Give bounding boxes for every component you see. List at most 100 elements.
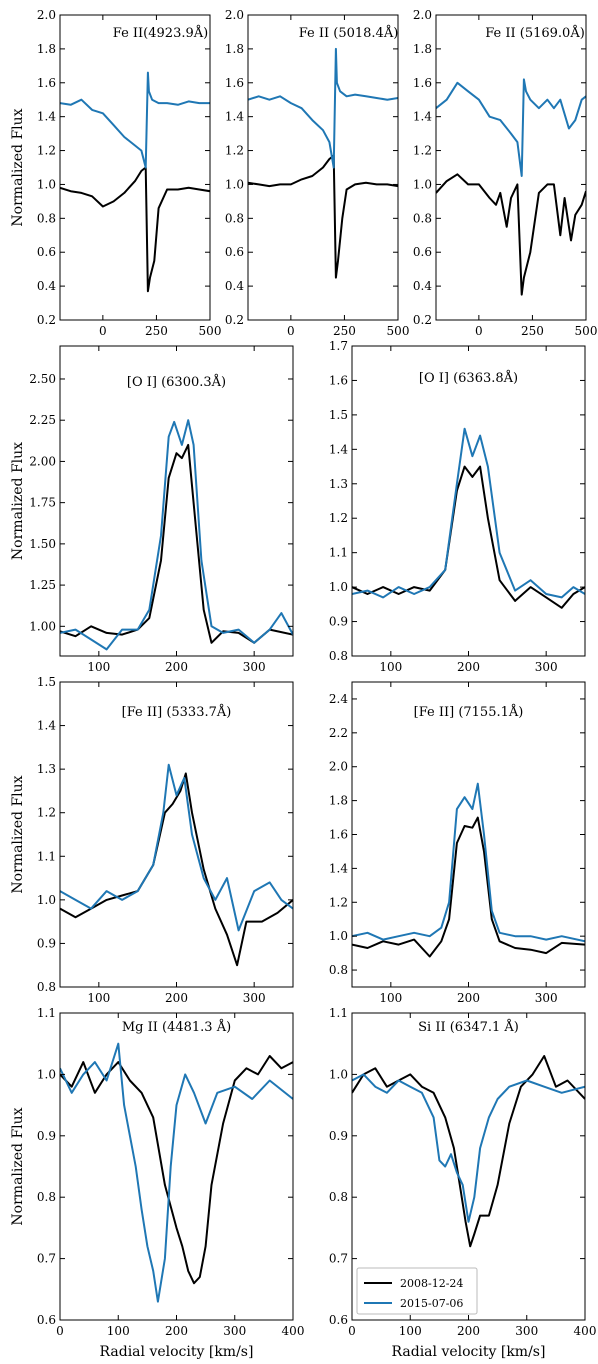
legend: 2008-12-24 2015-07-06 [356,1267,478,1315]
legend-label: 2015-07-06 [400,1297,463,1310]
y-tick-label: 2.25 [29,413,56,427]
y-tick-label: 1.6 [37,76,56,90]
y-tick-label: 1.1 [37,849,56,863]
y-tick-label: 2.0 [329,760,348,774]
y-tick-label: 1.50 [29,537,56,551]
y-tick-label: 1.0 [329,929,348,943]
y-tick-label: 0.8 [37,1190,56,1204]
y-tick-label: 1.0 [37,177,56,191]
panel-title: [O I] (6300.3Å) [127,374,226,390]
series-line-2008-12-24 [60,443,293,644]
y-tick-label: 1.8 [329,794,348,808]
y-tick-label: 0.8 [37,980,56,994]
panel-title: Si II (6347.1 Å) [418,1019,519,1035]
y-axis-label: Normalized Flux [10,108,26,226]
y-tick-label: 1.1 [329,546,348,560]
y-tick-label: 1.1 [37,1006,56,1020]
y-tick-label: 0.9 [329,615,348,629]
y-tick-label: 1.0 [37,893,56,907]
axes-frame [351,345,586,657]
y-tick-label: 1.0 [413,177,432,191]
series-line-2015-07-06 [248,47,398,169]
y-tick-label: 0.4 [225,279,244,293]
y-tick-label: 0.9 [37,1129,56,1143]
legend-label: 2008-12-24 [400,1277,463,1290]
axes-frame [247,14,399,321]
y-tick-label: 0.8 [413,211,432,225]
y-tick-label: 1.4 [329,861,348,875]
x-tick-label: 0 [56,1324,64,1338]
x-axis-label: Radial velocity [km/s] [392,1344,546,1360]
x-tick-label: 400 [574,1324,597,1338]
y-tick-label: 0.8 [329,963,348,977]
series-line-2015-07-06 [352,1073,585,1223]
x-tick-label: 0 [287,324,295,338]
y-tick-label: 0.6 [329,1313,348,1327]
y-tick-label: 1.8 [225,42,244,56]
x-tick-label: 200 [457,991,480,1005]
panel-3: 0 250 500 0.2 0.4 0.6 0.8 1.0 1.2 1.4 1.6 1.8 2.0 Fe … [413,8,598,338]
series-line-2008-12-24 [60,772,293,967]
axes-frame [435,14,587,321]
y-tick-label: 1.5 [37,675,56,689]
x-tick-label: 0 [475,324,483,338]
x-tick-label: 300 [223,1324,246,1338]
y-tick-label: 0.8 [329,1190,348,1204]
y-tick-label: 1.0 [329,580,348,594]
y-tick-label: 0.9 [329,1129,348,1143]
x-tick-label: 200 [165,660,188,674]
y-tick-label: 1.1 [329,1006,348,1020]
axes-frame [59,14,211,321]
y-tick-label: 1.5 [329,408,348,422]
x-tick-label: 0 [348,1324,356,1338]
y-tick-label: 1.2 [329,511,348,525]
x-tick-label: 100 [107,1324,130,1338]
y-tick-label: 1.0 [37,1067,56,1081]
series-line-2015-07-06 [60,1042,293,1303]
series-line-2008-12-24 [436,173,586,296]
series-line-2008-12-24 [352,465,585,609]
panel-title: Fe II (5018.4Å) [299,25,399,41]
y-tick-label: 1.2 [329,895,348,909]
panel-title: Fe II(4923.9Å) [113,25,208,41]
series-line-2008-12-24 [60,1055,293,1285]
series-line-2015-07-06 [436,78,586,177]
panel-8: 0 100 200 300 400 0.6 0.7 0.8 0.9 1.0 1.1 Mg II (44… [10,1006,304,1360]
series-line-2015-07-06 [60,763,293,932]
axes-frame [59,345,294,657]
x-tick-label: 500 [387,324,410,338]
y-tick-label: 0.8 [37,211,56,225]
y-tick-label: 0.9 [37,936,56,950]
x-tick-label: 300 [515,1324,538,1338]
x-axis-label: Radial velocity [km/s] [100,1344,254,1360]
x-tick-label: 500 [575,324,598,338]
x-tick-label: 200 [457,660,480,674]
y-tick-label: 1.75 [29,496,56,510]
y-axis-label: Normalized Flux [10,442,26,560]
y-tick-label: 0.8 [225,211,244,225]
x-tick-label: 200 [165,1324,188,1338]
axes-frame [59,1012,294,1321]
axes-frame [59,681,294,988]
y-tick-label: 1.7 [329,339,348,353]
y-tick-label: 0.6 [225,245,244,259]
y-tick-label: 2.0 [413,8,432,22]
panel-5: 100 200 300 0.8 0.9 1.0 1.1 1.2 1.3 1.4 1.5 1.6 1.7 [… [329,339,586,674]
y-tick-label: 0.7 [329,1252,348,1266]
x-tick-label: 0 [99,324,107,338]
panel-7: 100 200 300 0.8 1.0 1.2 1.4 1.6 1.8 2.0 2.2 2.4 [Fe … [329,681,586,1005]
y-tick-label: 2.2 [329,726,348,740]
x-tick-label: 300 [535,991,558,1005]
y-tick-label: 1.3 [37,762,56,776]
y-tick-label: 2.00 [29,454,56,468]
y-tick-label: 1.00 [29,619,56,633]
x-tick-label: 100 [379,660,402,674]
y-tick-label: 1.0 [225,177,244,191]
y-tick-label: 1.3 [329,477,348,491]
y-tick-label: 0.6 [37,245,56,259]
y-tick-label: 0.4 [37,279,56,293]
x-tick-label: 200 [457,1324,480,1338]
x-tick-label: 300 [243,660,266,674]
y-tick-label: 1.2 [37,806,56,820]
